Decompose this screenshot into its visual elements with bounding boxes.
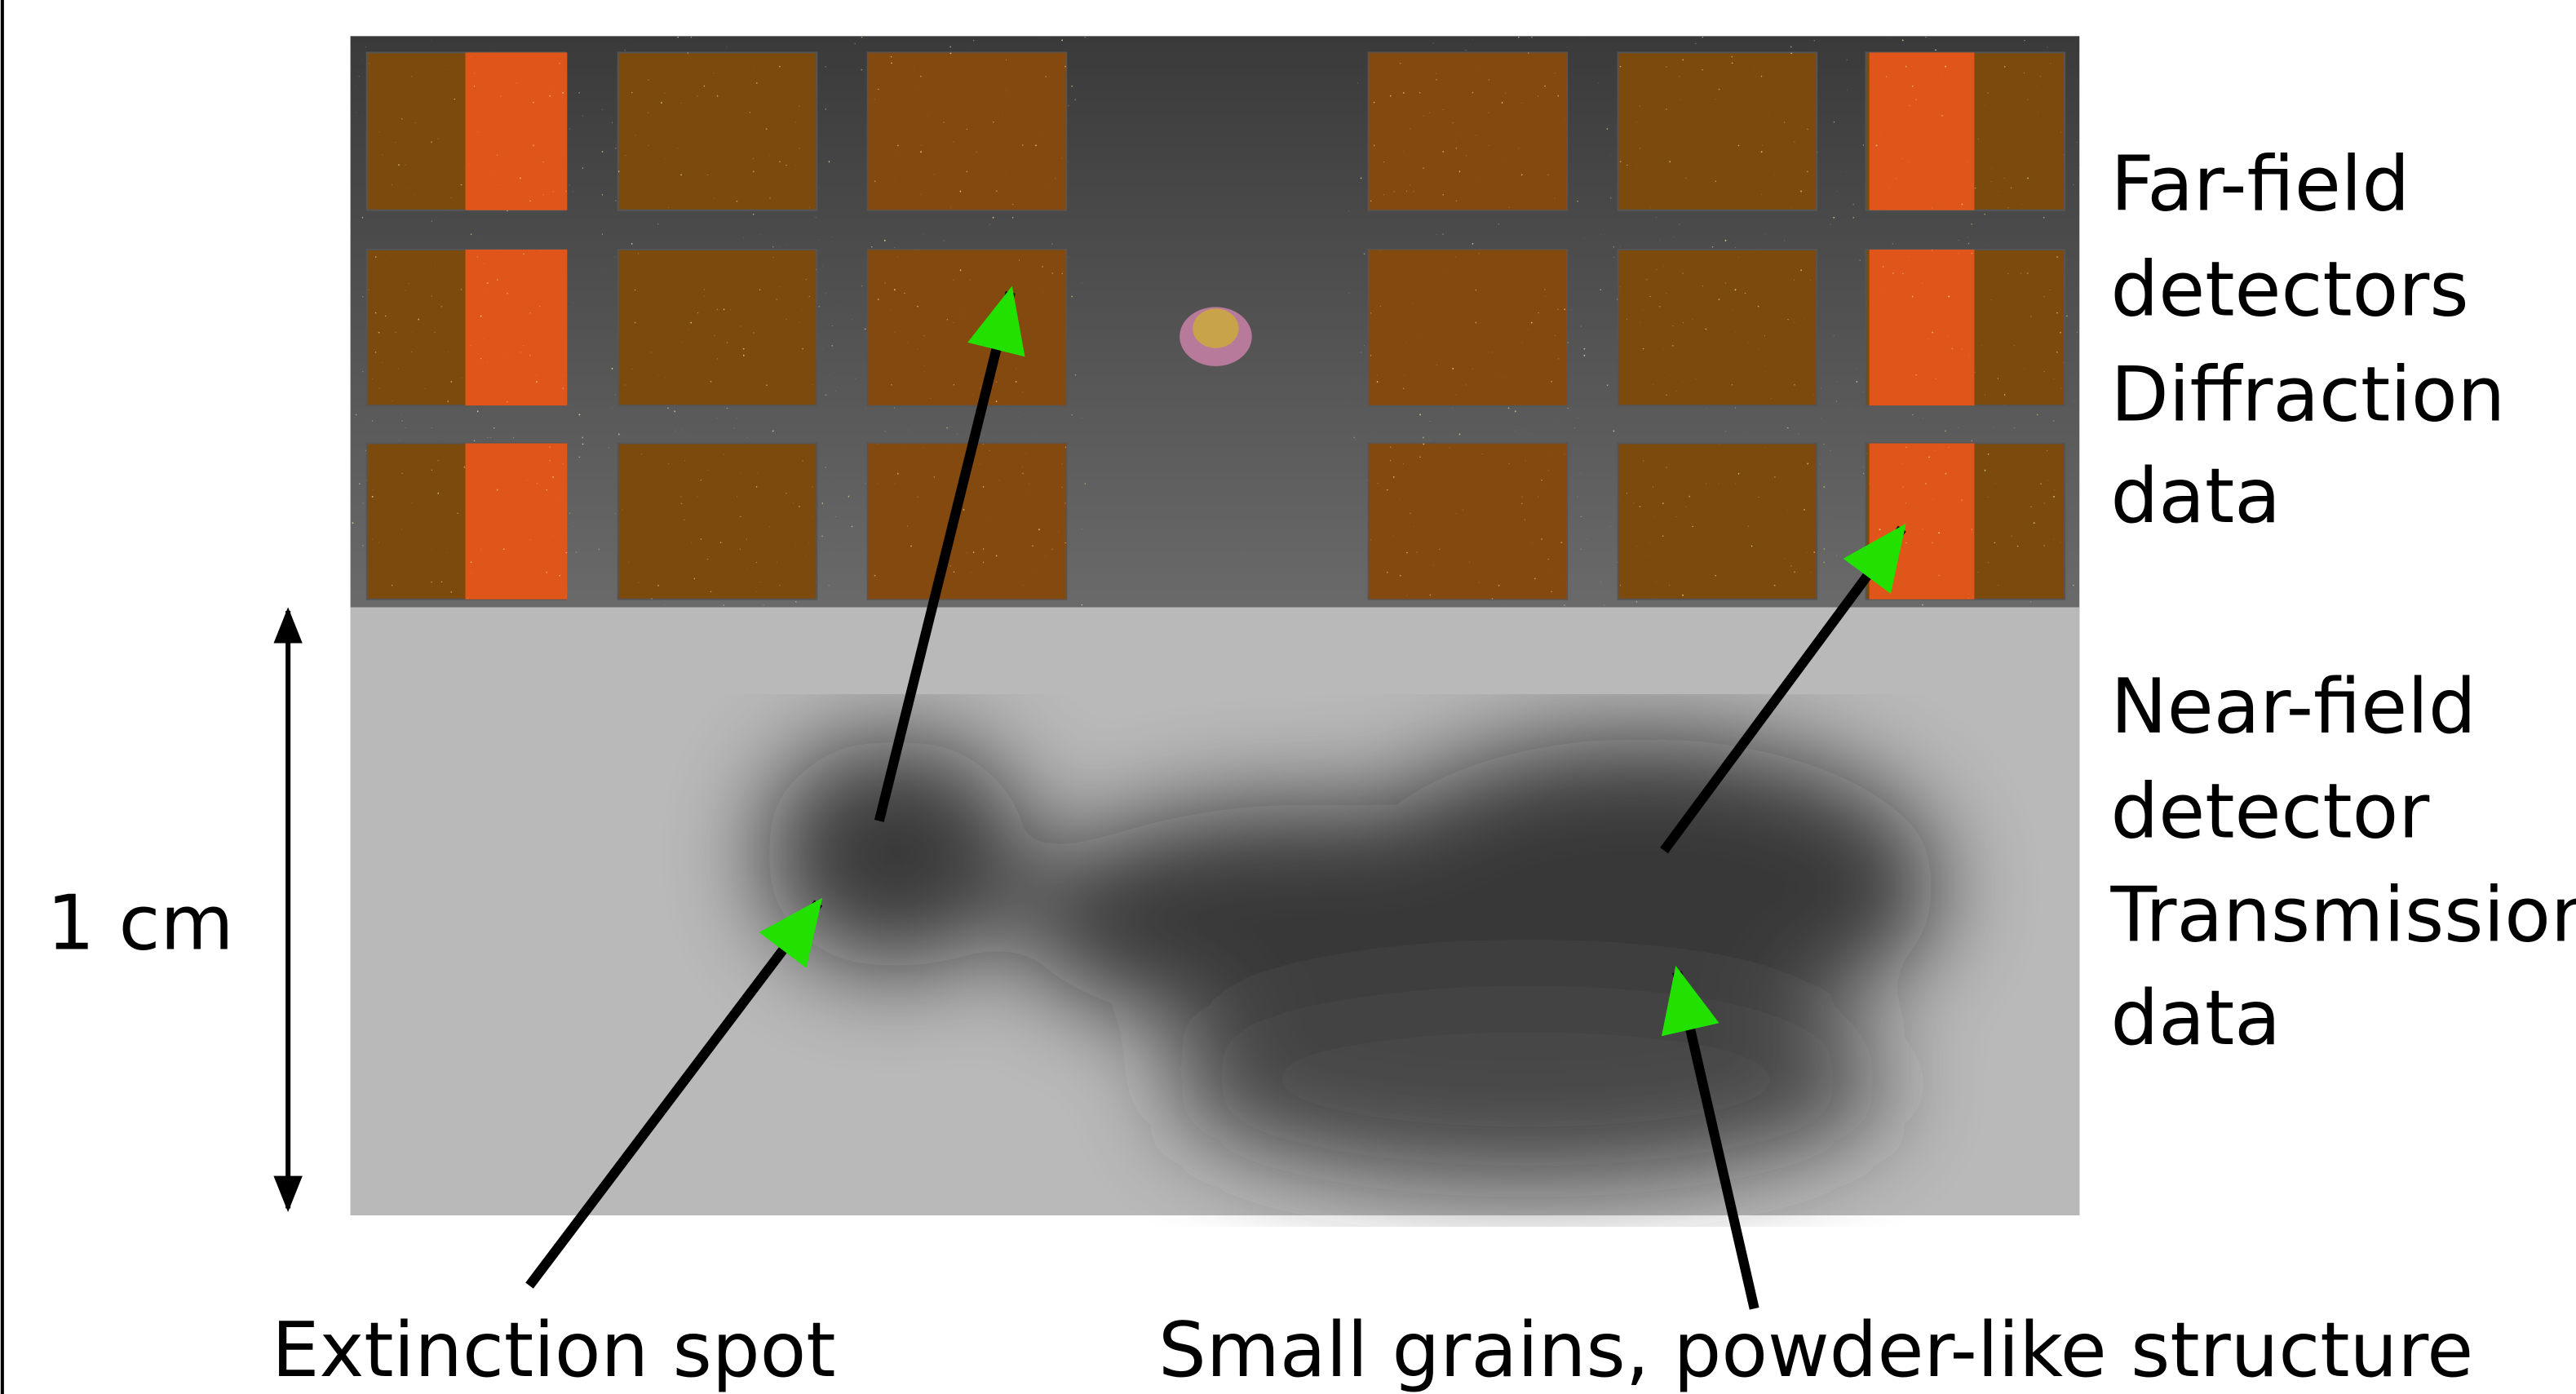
label-line: Transmission (2109, 870, 2576, 958)
far-field-panel (351, 36, 2080, 608)
diffraction-spots (1618, 52, 1817, 210)
far-field-label: Far-field detectors Diffraction data (2110, 140, 2505, 540)
near-field-panel (351, 608, 2080, 1215)
diffraction-spots (1369, 52, 1568, 210)
diffraction-spots (868, 52, 1067, 210)
label-line: Diffraction (2110, 350, 2505, 438)
near-field-label: Near-field detector Transmission data (2109, 662, 2576, 1062)
scale-label: 1 cm (46, 878, 233, 967)
diffraction-spots (1866, 443, 2065, 599)
beam-center (1193, 308, 1238, 347)
annotation: Small grains, powder-like structure (1158, 1306, 2473, 1394)
annotation: Extinction spot (272, 1306, 836, 1394)
diffraction-spots (1618, 250, 1817, 405)
diffraction-spots (868, 250, 1067, 405)
diffraction-spots (1369, 443, 1568, 599)
label-line: Near-field (2110, 662, 2476, 750)
diffraction-spots (367, 52, 566, 210)
label-line: data (2110, 452, 2281, 540)
page: 1 cm Far-field detectors Diffraction dat… (0, 0, 2576, 1394)
diffraction-spots (1369, 250, 1568, 405)
label-line: detector (2110, 768, 2430, 856)
figure: 1 cm Far-field detectors Diffraction dat… (0, 0, 2576, 1394)
diffraction-spots (618, 52, 817, 210)
diffraction-spots (618, 443, 817, 599)
label-line: detectors (2110, 245, 2468, 333)
diffraction-spots (1618, 443, 1817, 599)
diffraction-spots (1866, 52, 2065, 210)
diffraction-spots (618, 250, 817, 405)
diffraction-spots (367, 443, 566, 599)
label-line: data (2110, 974, 2281, 1062)
label-line: Far-field (2110, 140, 2410, 228)
diffraction-spots (367, 250, 566, 405)
diffraction-spots (1866, 250, 2065, 405)
